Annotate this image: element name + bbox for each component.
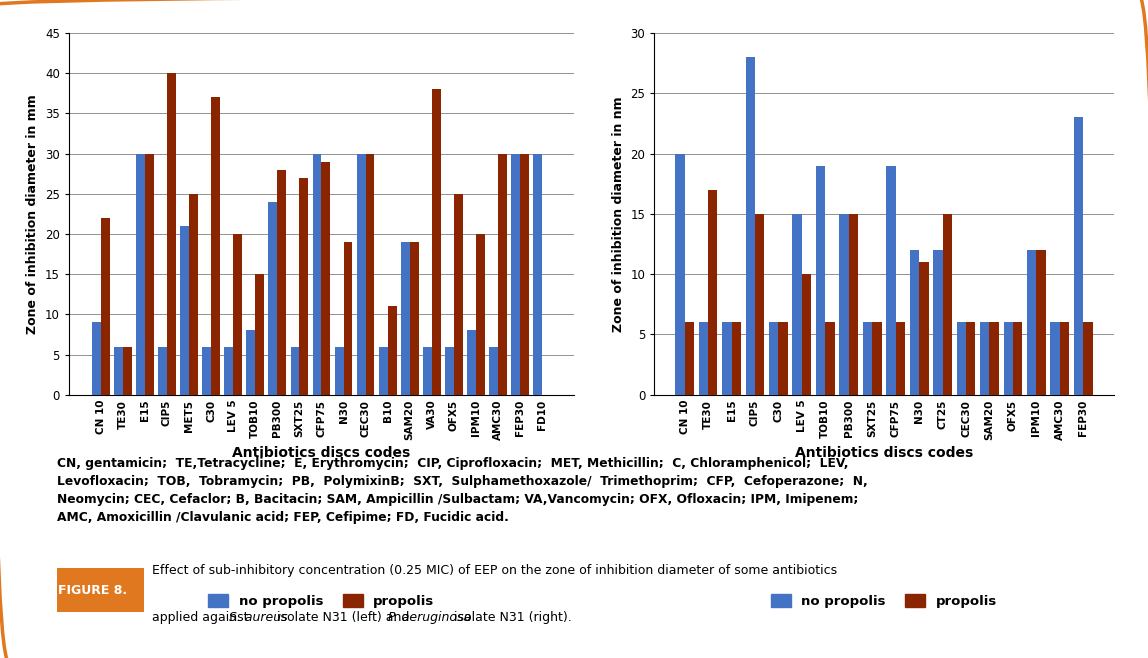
Bar [365,153,374,395]
Bar [943,214,952,395]
Bar [909,250,920,395]
Text: S. aureus: S. aureus [230,611,288,624]
Bar [967,322,976,395]
Bar [233,234,242,395]
X-axis label: Antibiotics discs codes: Antibiotics discs codes [232,445,411,460]
Bar [410,242,419,395]
Bar [300,178,308,395]
Text: CN, gentamicin;  TE,Tetracycline;  E, Erythromycin;  CIP, Ciprofloxacin;  MET, M: CN, gentamicin; TE,Tetracycline; E, Eryt… [57,457,868,524]
Bar [792,214,801,395]
Bar [269,202,278,395]
Bar [422,347,432,395]
Bar [145,153,154,395]
Bar [684,322,695,395]
Bar [1027,250,1037,395]
Y-axis label: Zone of inhibition diameter in nm: Zone of inhibition diameter in nm [612,96,625,332]
Bar [675,153,684,395]
Bar [379,347,388,395]
Bar [343,242,352,395]
Bar [135,153,145,395]
Bar [247,330,255,395]
Bar [745,57,755,395]
Bar [255,274,264,395]
Bar [816,166,825,395]
Bar [839,214,848,395]
Bar [388,307,396,395]
X-axis label: Antibiotics discs codes: Antibiotics discs codes [794,445,974,460]
Bar [980,322,990,395]
Bar [825,322,835,395]
Bar [166,73,176,395]
Bar [769,322,778,395]
Bar [312,153,321,395]
Text: P. aeruginosa: P. aeruginosa [388,611,471,624]
Bar [534,153,542,395]
Bar [801,274,812,395]
Bar [863,322,872,395]
Bar [189,193,197,395]
Bar [731,322,740,395]
Bar [211,97,220,395]
Bar [432,89,441,395]
Bar [321,162,331,395]
Bar [158,347,166,395]
Bar [755,214,765,395]
Bar [511,153,520,395]
Bar [123,347,132,395]
Y-axis label: Zone of inhibition diameter in mm: Zone of inhibition diameter in mm [26,94,39,334]
Bar [180,226,189,395]
Bar [101,218,109,395]
Bar [848,214,859,395]
Bar [224,347,233,395]
Bar [498,153,507,395]
Bar [401,242,410,395]
Bar [1060,322,1069,395]
Text: applied against: applied against [153,611,253,624]
Bar [1050,322,1060,395]
Bar [357,153,365,395]
Bar [202,347,211,395]
Bar [778,322,788,395]
Bar [445,347,453,395]
Bar [278,170,286,395]
Text: isolate N31 (right).: isolate N31 (right). [450,611,572,624]
Bar [722,322,731,395]
Bar [476,234,484,395]
Bar [708,190,718,395]
FancyBboxPatch shape [57,568,144,613]
Bar [956,322,967,395]
Text: isolate N31 (left) and: isolate N31 (left) and [272,611,413,624]
Text: FIGURE 8.: FIGURE 8. [59,584,127,597]
Bar [1013,322,1023,395]
Bar [1084,322,1093,395]
Bar [520,153,529,395]
Bar [990,322,999,395]
Bar [1037,250,1046,395]
Bar [453,193,463,395]
Bar [872,322,882,395]
Legend: no propolis, propolis: no propolis, propolis [204,590,439,612]
Bar [1073,117,1084,395]
Bar [489,347,498,395]
Bar [895,322,905,395]
Bar [933,250,943,395]
Bar [114,347,123,395]
Bar [886,166,895,395]
Bar [1003,322,1013,395]
Bar [92,322,101,395]
Text: Effect of sub-inhibitory concentration (0.25 MIC) of EEP on the zone of inhibiti: Effect of sub-inhibitory concentration (… [153,563,838,576]
Bar [290,347,300,395]
Bar [335,347,343,395]
Bar [467,330,476,395]
Bar [699,322,708,395]
Legend: no propolis, propolis: no propolis, propolis [767,590,1001,612]
Bar [920,262,929,395]
